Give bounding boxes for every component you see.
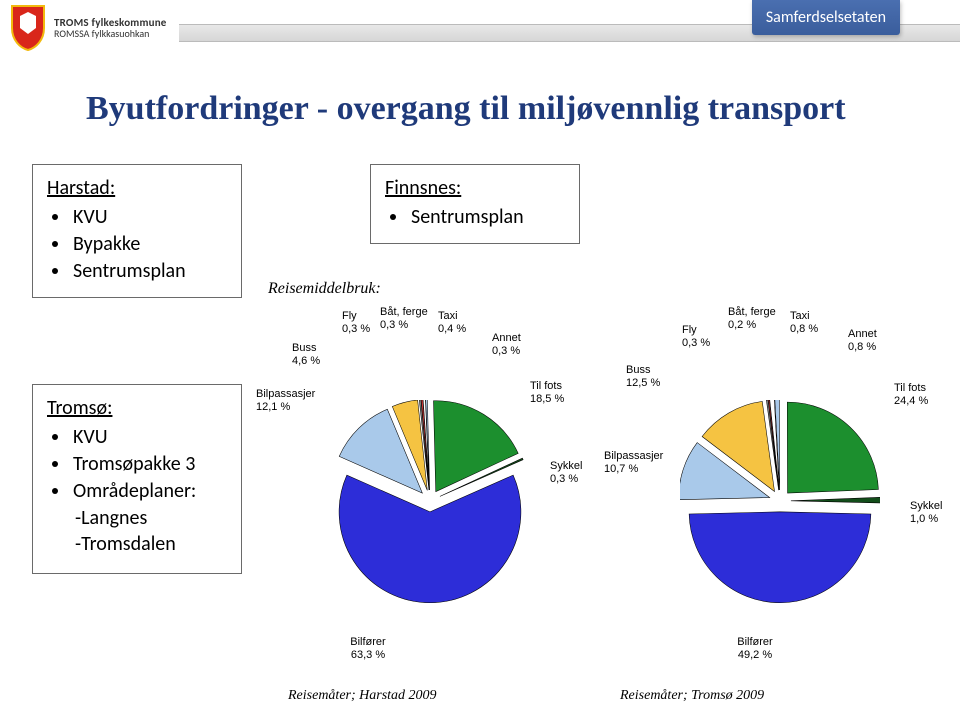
box-finnsnes: Finnsnes: Sentrumsplan xyxy=(370,164,580,244)
pie-svg-harstad xyxy=(330,400,530,620)
list-item: Tromsøpakke 3 xyxy=(71,451,227,478)
box-tromso: Tromsø: KVU Tromsøpakke 3 Områdeplaner: … xyxy=(32,384,242,574)
pie-label: Bilpassasjer10,7 % xyxy=(604,450,663,475)
shield-icon xyxy=(8,4,48,52)
pie-slice-til-fots xyxy=(433,401,518,492)
pie-label: Båt, ferge0,2 % xyxy=(728,306,776,331)
list-item: Bypakke xyxy=(71,231,227,258)
pie-label: Bilpassasjer12,1 % xyxy=(256,388,315,413)
pie-label: Fly0,3 % xyxy=(682,324,710,349)
pie-label: Til fots18,5 % xyxy=(530,380,564,405)
pie-label: Bilfører63,3 % xyxy=(350,636,385,661)
box-harstad-list: KVU Bypakke Sentrumsplan xyxy=(47,204,227,285)
list-item: KVU xyxy=(71,204,227,231)
box-tromso-title: Tromsø: xyxy=(47,395,227,422)
box-tromso-sublist: -Langnes -Tromsdalen xyxy=(47,505,227,557)
box-harstad-title: Harstad: xyxy=(47,175,227,202)
pie-label: Taxi0,4 % xyxy=(438,310,466,335)
list-item: KVU xyxy=(71,424,227,451)
sub-item: -Tromsdalen xyxy=(75,531,227,557)
pie-label: Annet0,3 % xyxy=(492,332,521,357)
page-title: Byutfordringer - overgang til miljøvennl… xyxy=(86,90,900,128)
box-harstad: Harstad: KVU Bypakke Sentrumsplan xyxy=(32,164,242,298)
slide-header: TROMS fylkeskommune ROMSSA fylkkasuohkan… xyxy=(0,0,960,58)
pie-label: Taxi0,8 % xyxy=(790,310,818,335)
logo-text-line2: ROMSSA fylkkasuohkan xyxy=(54,29,167,40)
pie-label: Buss12,5 % xyxy=(626,364,660,389)
caption-harstad: Reisemåter; Harstad 2009 xyxy=(288,688,437,704)
header-badge: Samferdselsetaten xyxy=(752,0,900,35)
pie-chart-tromso: Bilfører49,2 %Bilpassasjer10,7 %Buss12,5… xyxy=(610,300,950,660)
sub-item: -Langnes xyxy=(75,505,227,531)
pie-chart-harstad: Bilfører63,3 %Bilpassasjer12,1 %Buss4,6 … xyxy=(260,300,600,660)
box-finnsnes-title: Finnsnes: xyxy=(385,175,565,202)
box-finnsnes-list: Sentrumsplan xyxy=(385,204,565,231)
pie-label: Fly0,3 % xyxy=(342,310,370,335)
pie-label: Bilfører49,2 % xyxy=(737,636,772,661)
pie-slice-sykkel xyxy=(791,497,880,503)
pie-label: Annet0,8 % xyxy=(848,328,877,353)
pie-label: Buss4,6 % xyxy=(292,342,320,367)
list-item: Områdeplaner: xyxy=(71,478,227,505)
pie-label: Til fots24,4 % xyxy=(894,382,928,407)
pie-label: Båt, ferge0,3 % xyxy=(380,306,428,331)
pie-slice-bilf-rer xyxy=(689,512,871,603)
caption-tromso: Reisemåter; Tromsø 2009 xyxy=(620,688,764,704)
list-item: Sentrumsplan xyxy=(409,204,565,231)
logo: TROMS fylkeskommune ROMSSA fylkkasuohkan xyxy=(0,0,167,52)
pie-label: Sykkel1,0 % xyxy=(910,500,942,525)
reisemiddel-label: Reisemiddelbruk: xyxy=(268,280,381,298)
box-tromso-list: KVU Tromsøpakke 3 Områdeplaner: xyxy=(47,424,227,505)
list-item: Sentrumsplan xyxy=(71,258,227,285)
pie-slice-til-fots xyxy=(787,402,878,493)
pie-svg-tromso xyxy=(680,400,880,620)
pie-slice-bilf-rer xyxy=(339,475,521,603)
pie-label: Sykkel0,3 % xyxy=(550,460,582,485)
